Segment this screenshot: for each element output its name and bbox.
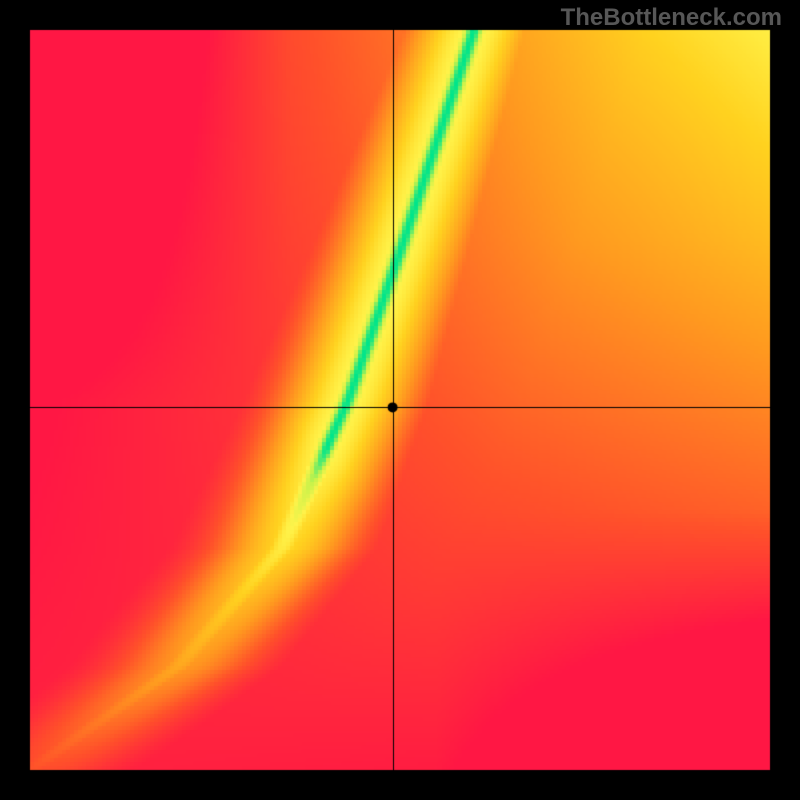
- heatmap-canvas: [0, 0, 800, 800]
- chart-container: { "watermark": { "text": "TheBottleneck.…: [0, 0, 800, 800]
- watermark-text: TheBottleneck.com: [561, 4, 782, 32]
